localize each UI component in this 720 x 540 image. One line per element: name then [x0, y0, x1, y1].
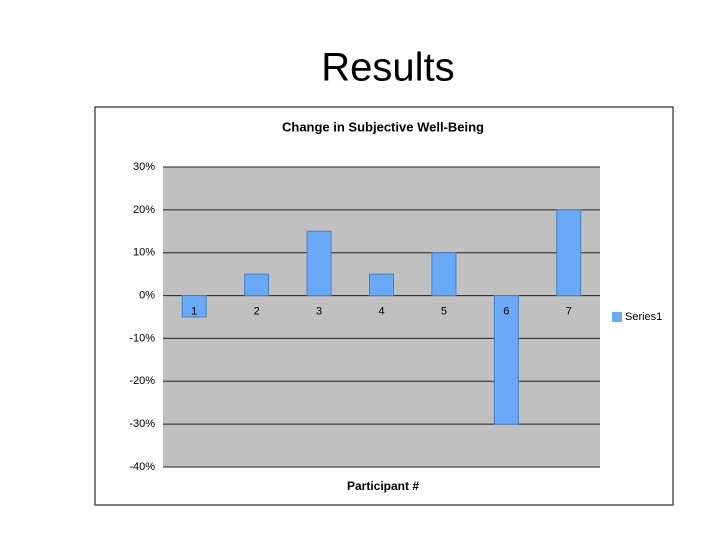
bar [431, 252, 457, 297]
y-tick-label: -30% [129, 418, 155, 430]
x-tick-label: 2 [254, 305, 260, 317]
x-tick-label: 3 [316, 305, 322, 317]
slide-title: Results [321, 46, 454, 90]
y-tick-label: -10% [129, 332, 155, 344]
legend-label: Series1 [625, 311, 662, 323]
bar [181, 295, 207, 318]
y-tick-label: 30% [133, 161, 155, 173]
bar [556, 209, 582, 297]
bar [306, 230, 332, 297]
x-tick-label: 1 [191, 305, 197, 317]
bar [493, 295, 519, 425]
bar [369, 273, 394, 297]
x-axis-title: Participant # [347, 479, 419, 493]
bar [244, 273, 270, 297]
plot-area [163, 167, 600, 467]
x-tick-label: 5 [441, 305, 447, 317]
x-tick-label: 6 [503, 305, 509, 317]
y-tick-label: -40% [129, 461, 155, 473]
y-tick-label: 20% [133, 204, 155, 216]
y-tick-label: 0% [139, 289, 155, 301]
y-tick-label: 10% [133, 247, 155, 259]
chart-title: Change in Subjective Well-Being [282, 119, 484, 134]
legend-swatch [612, 312, 622, 322]
x-tick-label: 7 [566, 305, 572, 317]
x-tick-label: 4 [378, 305, 384, 317]
y-tick-label: -20% [129, 375, 155, 387]
